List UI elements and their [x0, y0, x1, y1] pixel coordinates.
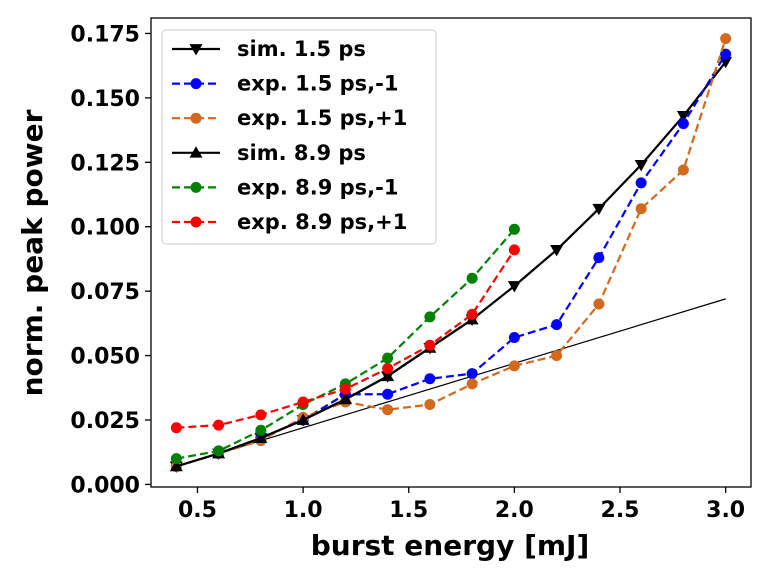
data-point-1-6 — [424, 373, 436, 385]
legend-marker-0 — [189, 44, 203, 56]
legend: sim. 1.5 ps exp. 1.5 ps,-1 exp. 1.5 ps,+1 s… — [161, 29, 437, 245]
data-point-2-10 — [593, 298, 605, 310]
data-point-3-0 — [169, 459, 183, 472]
y-tick-label-5: 0.125 — [70, 151, 140, 176]
x-tick-label-3: 2.0 — [495, 498, 534, 523]
data-point-5-5 — [382, 362, 394, 374]
data-point-4-2 — [255, 424, 267, 436]
legend-label-1: exp. 1.5 ps,-1 — [237, 72, 398, 96]
data-point-3-5 — [381, 369, 395, 382]
legend-entry-1: exp. 1.5 ps,-1 — [172, 72, 398, 96]
series-5 — [170, 244, 520, 434]
data-point-0-11 — [634, 160, 648, 172]
legend-marker-5 — [190, 216, 202, 228]
series-line-3 — [176, 318, 473, 468]
legend-label-0: sim. 1.5 ps — [237, 37, 366, 61]
data-point-3-2 — [254, 431, 268, 443]
data-point-0-12 — [676, 111, 690, 123]
legend-entry-0: sim. 1.5 ps — [172, 37, 366, 61]
legend-entry-4: exp. 8.9 ps,-1 — [172, 175, 398, 199]
data-point-2-9 — [551, 350, 563, 362]
data-point-4-7 — [466, 272, 478, 284]
y-tick-label-3: 0.075 — [70, 280, 140, 305]
plot-area — [169, 33, 733, 473]
data-point-1-11 — [635, 177, 647, 189]
x-tick-label-4: 2.5 — [601, 498, 640, 523]
data-point-3-3 — [296, 413, 310, 425]
y-axis-label: norm. peak power — [16, 109, 49, 396]
data-point-2-7 — [466, 378, 478, 390]
legend-label-2: exp. 1.5 ps,+1 — [237, 106, 407, 130]
legend-label-3: sim. 8.9 ps — [237, 141, 366, 165]
axes: 0.5 1.0 1.5 2.0 2.5 3.0 0.000 0.025 0.050 0.075 0.… — [70, 17, 752, 523]
legend-marker-2 — [190, 112, 202, 124]
legend-marker-4 — [190, 181, 202, 193]
data-point-4-0 — [170, 453, 182, 465]
y-tick-label-7: 0.175 — [70, 22, 140, 47]
data-point-5-0 — [170, 422, 182, 434]
legend-entry-5: exp. 8.9 ps,+1 — [172, 210, 407, 234]
data-point-2-6 — [424, 399, 436, 411]
data-point-1-9 — [551, 319, 563, 331]
y-tick-label-1: 0.025 — [70, 409, 140, 434]
y-tick-label-2: 0.050 — [70, 345, 140, 370]
legend-marker-3 — [189, 146, 203, 158]
data-point-5-8 — [508, 244, 520, 256]
data-point-0-10 — [592, 203, 606, 216]
data-point-2-8 — [508, 360, 520, 372]
data-point-1-12 — [677, 118, 689, 130]
x-tick-label-0: 0.5 — [178, 498, 217, 523]
y-tick-label-0: 0.000 — [70, 473, 140, 498]
series-line-4 — [176, 228, 516, 460]
x-axis-label: burst energy [mJ] — [311, 529, 590, 562]
data-point-5-2 — [255, 409, 267, 421]
legend-marker-1 — [190, 78, 202, 90]
x-tick-label-2: 1.5 — [389, 498, 428, 523]
data-point-4-1 — [213, 445, 225, 457]
data-point-2-5 — [382, 404, 394, 416]
data-point-2-11 — [635, 203, 647, 215]
plot-frame — [150, 17, 752, 488]
data-point-1-13 — [720, 48, 732, 60]
x-tick-label-1: 1.0 — [284, 498, 323, 523]
data-point-5-3 — [297, 396, 309, 408]
data-point-0-8 — [507, 281, 521, 293]
data-point-2-12 — [677, 164, 689, 176]
data-point-5-7 — [466, 308, 478, 320]
data-point-5-6 — [424, 339, 436, 351]
data-point-1-5 — [382, 388, 394, 400]
data-point-1-8 — [508, 332, 520, 344]
data-point-4-5 — [382, 352, 394, 364]
x-tick-label-5: 3.0 — [706, 498, 745, 523]
legend-entry-2: exp. 1.5 ps,+1 — [172, 106, 407, 130]
data-point-5-1 — [213, 419, 225, 431]
legend-label-5: exp. 8.9 ps,+1 — [237, 210, 407, 234]
data-point-3-4 — [338, 392, 352, 405]
series-line-2 — [176, 38, 727, 468]
legend-box — [161, 29, 437, 245]
data-point-0-9 — [550, 245, 564, 257]
data-point-1-7 — [466, 368, 478, 380]
data-point-1-10 — [593, 252, 605, 264]
data-point-4-6 — [424, 311, 436, 323]
data-point-2-13 — [720, 33, 732, 45]
legend-label-4: exp. 8.9 ps,-1 — [237, 175, 398, 199]
data-point-5-4 — [339, 383, 351, 395]
data-point-4-8 — [508, 223, 520, 235]
y-tick-label-6: 0.150 — [70, 87, 140, 112]
series-3 — [169, 313, 479, 472]
legend-entry-3: sim. 8.9 ps — [172, 141, 366, 165]
y-tick-label-4: 0.100 — [70, 216, 140, 241]
